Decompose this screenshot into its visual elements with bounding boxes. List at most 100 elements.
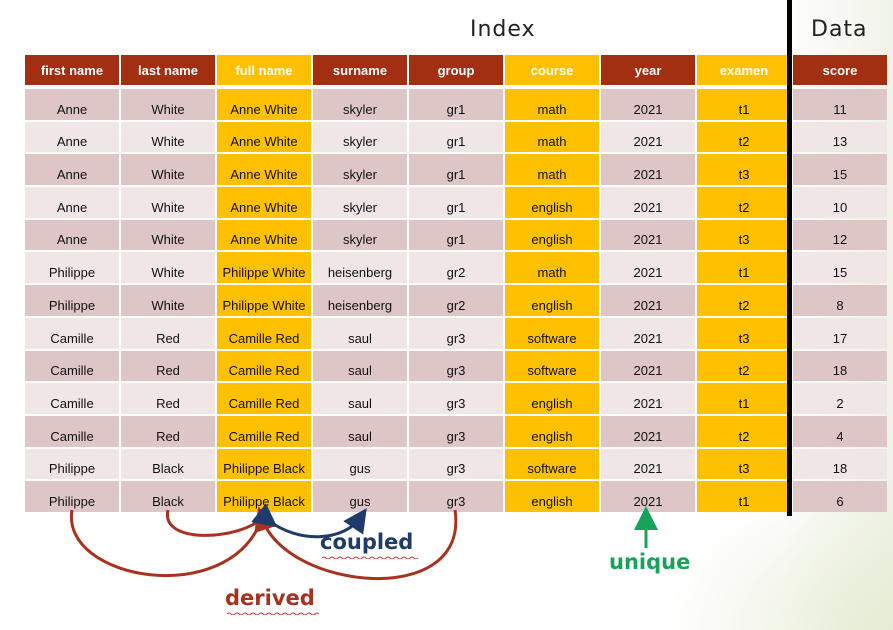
column-header: full name: [217, 55, 311, 85]
table-cell: skyler: [313, 187, 407, 218]
table-cell: White: [121, 89, 215, 120]
table-cell: Camille Red: [217, 317, 311, 349]
table-row: Philippe Black Philippe Black gus gr3 english…: [25, 481, 889, 512]
data-title: Data: [811, 17, 868, 42]
table-cell: gr1: [409, 219, 503, 251]
table-cell: t1: [697, 89, 791, 120]
column-header: surname: [313, 55, 407, 85]
table-cell: Anne: [25, 154, 119, 186]
table-row: Philippe Black Philippe Black gus gr3 softwar…: [25, 448, 889, 480]
table-cell: 2021: [601, 154, 695, 186]
table-cell: Philippe White: [217, 252, 311, 284]
table-cell: t3: [697, 448, 791, 480]
table-row: Camille Red Camille Red saul gr3 english 2021 t…: [25, 383, 889, 414]
derived-arrow-last-name: [166, 509, 264, 537]
derived-label: derived: [225, 586, 315, 610]
table-cell: gr2: [409, 285, 503, 316]
table-cell: english: [505, 285, 599, 316]
table-cell: Philippe: [25, 252, 119, 284]
table-cell: 12: [793, 219, 887, 251]
table-cell: Anne: [25, 187, 119, 218]
table-cell: 2021: [601, 187, 695, 218]
table-cell: 8: [793, 285, 887, 316]
table-cell: 2021: [601, 317, 695, 349]
table-cell: Anne: [25, 121, 119, 153]
table-cell: 18: [793, 350, 887, 382]
table-cell: english: [505, 481, 599, 512]
table-cell: 2021: [601, 383, 695, 414]
table-cell: english: [505, 415, 599, 447]
table-cell: 17: [793, 317, 887, 349]
table-cell: skyler: [313, 154, 407, 186]
table-cell: t2: [697, 285, 791, 316]
table-cell: 15: [793, 252, 887, 284]
table-cell: 18: [793, 448, 887, 480]
table-cell: 2021: [601, 219, 695, 251]
table-cell: t1: [697, 383, 791, 414]
table-cell: t1: [697, 481, 791, 512]
table-cell: gr3: [409, 350, 503, 382]
table-cell: White: [121, 252, 215, 284]
derived-underline: [227, 612, 319, 615]
table-cell: White: [121, 121, 215, 153]
table-cell: 11: [793, 89, 887, 120]
table-cell: Anne: [25, 89, 119, 120]
table-cell: White: [121, 187, 215, 218]
table-cell: gr1: [409, 89, 503, 120]
table-row: Anne White Anne White skyler gr1 english 2021 t…: [25, 187, 889, 218]
table-cell: Red: [121, 317, 215, 349]
table-row: Camille Red Camille Red saul gr3 software 2021…: [25, 350, 889, 382]
table-cell: saul: [313, 415, 407, 447]
table-cell: t3: [697, 154, 791, 186]
table-cell: 4: [793, 415, 887, 447]
table-cell: 2021: [601, 350, 695, 382]
table-cell: Camille: [25, 350, 119, 382]
table-cell: Anne White: [217, 89, 311, 120]
table-cell: Philippe: [25, 481, 119, 512]
column-header: year: [601, 55, 695, 85]
table-cell: Camille Red: [217, 350, 311, 382]
table-cell: saul: [313, 383, 407, 414]
column-header: score: [793, 55, 887, 85]
index-title: Index: [470, 17, 536, 42]
table-cell: 2021: [601, 121, 695, 153]
derived-arrow-first-name: [70, 509, 264, 577]
table-cell: gr3: [409, 448, 503, 480]
table-row: Camille Red Camille Red saul gr3 software 2021…: [25, 317, 889, 349]
column-header: first name: [25, 55, 119, 85]
table-cell: math: [505, 252, 599, 284]
table-cell: Philippe Black: [217, 448, 311, 480]
table-cell: Black: [121, 481, 215, 512]
table-cell: heisenberg: [313, 285, 407, 316]
table-cell: math: [505, 154, 599, 186]
table-cell: gr3: [409, 383, 503, 414]
table-cell: skyler: [313, 89, 407, 120]
table-cell: White: [121, 219, 215, 251]
table-row: Anne White Anne White skyler gr1 math 2021 t2 13: [25, 121, 889, 153]
table-cell: t2: [697, 187, 791, 218]
table-cell: english: [505, 219, 599, 251]
table-cell: skyler: [313, 219, 407, 251]
column-header: examen: [697, 55, 791, 85]
table-cell: gus: [313, 448, 407, 480]
table-cell: gr3: [409, 481, 503, 512]
table-cell: Camille Red: [217, 415, 311, 447]
table-cell: t3: [697, 317, 791, 349]
table-cell: Anne White: [217, 219, 311, 251]
table-row: Camille Red Camille Red saul gr3 english 2021 t…: [25, 415, 889, 447]
table-cell: Anne: [25, 219, 119, 251]
table-cell: Anne White: [217, 121, 311, 153]
table-cell: Red: [121, 415, 215, 447]
table-cell: math: [505, 121, 599, 153]
table-cell: Anne White: [217, 154, 311, 186]
table-cell: 10: [793, 187, 887, 218]
coupled-underline: [322, 556, 418, 559]
table-cell: skyler: [313, 121, 407, 153]
table-cell: White: [121, 154, 215, 186]
table-cell: 2021: [601, 89, 695, 120]
table-cell: gr1: [409, 187, 503, 218]
table-cell: gr2: [409, 252, 503, 284]
table-cell: Camille: [25, 415, 119, 447]
table-cell: White: [121, 285, 215, 316]
coupled-arrow: [251, 503, 367, 539]
